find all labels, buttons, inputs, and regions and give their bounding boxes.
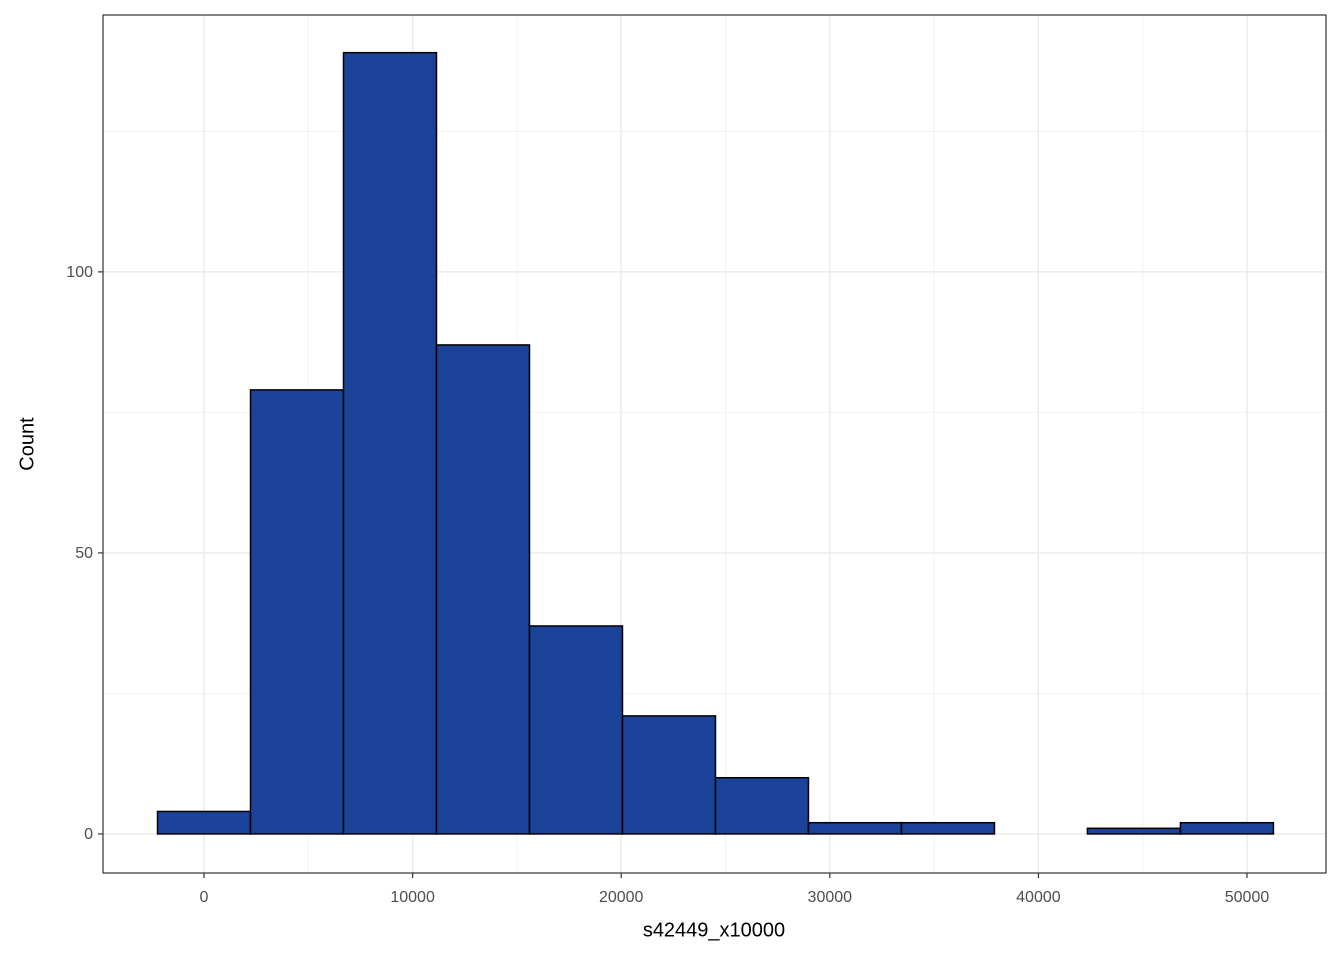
plot-border	[102, 14, 1327, 874]
bar	[621, 715, 717, 835]
bar	[249, 389, 345, 835]
bar	[900, 821, 996, 835]
x-tick-label: 10000	[390, 889, 435, 906]
x-tick-label: 30000	[808, 889, 853, 906]
y-tick-label: 0	[84, 826, 93, 843]
x-tick-label: 40000	[1016, 889, 1061, 906]
x-tick-label: 20000	[599, 889, 644, 906]
bar	[1179, 821, 1275, 835]
bar	[714, 776, 810, 835]
bar	[342, 51, 438, 835]
x-tick-label: 0	[200, 889, 209, 906]
x-axis-title: s42449_x10000	[643, 919, 785, 941]
bar	[807, 821, 903, 835]
x-tick-label: 50000	[1225, 889, 1270, 906]
y-tick-label: 50	[75, 545, 93, 562]
bar	[1086, 827, 1182, 835]
bar	[528, 625, 624, 835]
bar	[435, 344, 531, 835]
y-tick-label: 100	[66, 264, 93, 281]
bar	[156, 810, 252, 835]
y-axis-title: Count	[16, 417, 38, 471]
